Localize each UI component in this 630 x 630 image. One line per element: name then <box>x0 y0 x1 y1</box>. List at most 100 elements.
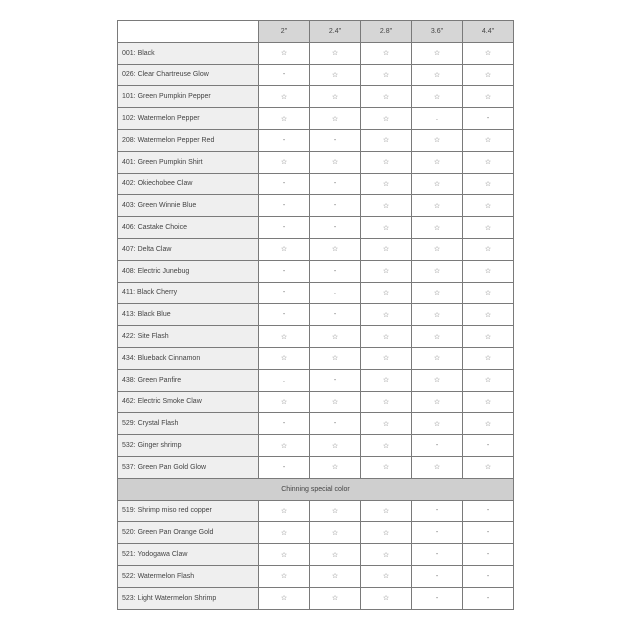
table-row: 462: Electric Smoke Claw ☆ ☆ ☆ ☆ ☆ <box>117 390 514 414</box>
availability-cell: ☆ <box>462 455 514 479</box>
availability-cell: - <box>258 303 310 327</box>
availability-cell: ☆ <box>309 41 361 65</box>
header-size-4-4: 4.4" <box>462 20 514 43</box>
availability-cell: - <box>411 499 463 523</box>
table-row: 407: Delta Claw ☆ ☆ ☆ ☆ ☆ <box>117 237 514 261</box>
color-name-cell: 438: Green Panfire <box>117 368 259 392</box>
availability-cell: ☆ <box>258 150 310 174</box>
availability-cell: ☆ <box>360 172 412 196</box>
table-row: 523: Light Watermelon Shrimp ☆ ☆ ☆ - - <box>117 586 514 610</box>
availability-cell: - <box>411 586 463 610</box>
availability-cell: ☆ <box>411 63 463 87</box>
availability-cell: - <box>462 543 514 566</box>
availability-cell: ☆ <box>258 237 310 261</box>
availability-cell: ☆ <box>309 150 361 174</box>
availability-cell: ☆ <box>360 63 412 87</box>
color-name-cell: 101: Green Pumpkin Pepper <box>117 85 259 109</box>
color-name-cell: 403: Green Winnie Blue <box>117 194 259 218</box>
availability-cell: ☆ <box>360 41 412 65</box>
table-row: 402: Okiechobee Claw - - ☆ ☆ ☆ <box>117 172 514 196</box>
availability-cell: ☆ <box>309 499 361 523</box>
availability-cell: - <box>309 259 361 283</box>
availability-cell: - <box>411 543 463 566</box>
availability-cell: ☆ <box>411 216 463 239</box>
availability-cell: ☆ <box>462 281 514 305</box>
section-title: Chinning special color <box>117 477 514 501</box>
availability-cell: ☆ <box>462 412 514 436</box>
table-row: 522: Watermelon Flash ☆ ☆ ☆ - - <box>117 564 514 588</box>
availability-cell: ☆ <box>309 434 361 457</box>
availability-cell: ☆ <box>462 237 514 261</box>
availability-cell: ☆ <box>462 368 514 392</box>
availability-cell: - <box>258 281 310 305</box>
availability-cell: - <box>411 521 463 545</box>
availability-cell: - <box>462 521 514 545</box>
availability-cell: ☆ <box>462 63 514 87</box>
availability-cell: ☆ <box>258 346 310 370</box>
availability-cell: ☆ <box>360 194 412 218</box>
availability-cell: ☆ <box>411 412 463 436</box>
availability-cell: ☆ <box>462 194 514 218</box>
availability-cell: ☆ <box>360 150 412 174</box>
availability-cell: ☆ <box>360 259 412 283</box>
table-row: 520: Green Pan Orange Gold ☆ ☆ ☆ - - <box>117 521 514 545</box>
availability-cell: ☆ <box>309 390 361 414</box>
availability-cell: ☆ <box>360 281 412 305</box>
availability-cell: ☆ <box>411 455 463 479</box>
availability-cell: . <box>411 107 463 130</box>
color-name-cell: 406: Castake Choice <box>117 216 259 239</box>
availability-cell: ☆ <box>360 346 412 370</box>
availability-cell: ☆ <box>462 128 514 152</box>
availability-cell: ☆ <box>360 128 412 152</box>
table-row: 208: Watermelon Pepper Red - - ☆ ☆ ☆ <box>117 128 514 152</box>
availability-cell: ☆ <box>258 41 310 65</box>
table-row: 438: Green Panfire. - ☆ ☆ ☆ <box>117 368 514 392</box>
color-name-cell: 208: Watermelon Pepper Red <box>117 128 259 152</box>
availability-cell: ☆ <box>411 346 463 370</box>
availability-cell: - <box>462 564 514 588</box>
section-header-row: Chinning special color <box>117 477 514 501</box>
availability-cell: - <box>258 455 310 479</box>
availability-cell: - <box>462 499 514 523</box>
availability-cell: ☆ <box>360 586 412 610</box>
availability-cell: ☆ <box>360 434 412 457</box>
availability-cell: ☆ <box>309 543 361 566</box>
availability-cell: ☆ <box>309 564 361 588</box>
availability-cell: ☆ <box>360 325 412 348</box>
table-row: 408: Electric Junebug - - ☆ ☆ ☆ <box>117 259 514 283</box>
availability-cell: ☆ <box>258 521 310 545</box>
availability-cell: ☆ <box>411 41 463 65</box>
availability-cell: ☆ <box>309 85 361 109</box>
color-name-cell: 402: Okiechobee Claw <box>117 172 259 196</box>
color-name-cell: 522: Watermelon Flash <box>117 564 259 588</box>
color-name-cell: 434: Blueback Cinnamon <box>117 346 259 370</box>
availability-cell: - <box>309 194 361 218</box>
availability-cell: ☆ <box>258 107 310 130</box>
availability-cell: ☆ <box>258 390 310 414</box>
availability-cell: ☆ <box>309 237 361 261</box>
table-row: 401: Green Pumpkin Shirt ☆ ☆ ☆ ☆ ☆ <box>117 150 514 174</box>
availability-cell: ☆ <box>411 150 463 174</box>
availability-cell: ☆ <box>411 259 463 283</box>
color-name-cell: 532: Ginger shrimp <box>117 434 259 457</box>
availability-cell: - <box>411 434 463 457</box>
availability-cell: ☆ <box>462 390 514 414</box>
color-name-cell: 102: Watermelon Pepper <box>117 107 259 130</box>
availability-cell: ☆ <box>360 455 412 479</box>
table-row: 403: Green Winnie Blue - - ☆ ☆ ☆ <box>117 194 514 218</box>
availability-cell: ☆ <box>360 303 412 327</box>
table-row: 529: Crystal Flash - - ☆ ☆ ☆ <box>117 412 514 436</box>
color-name-cell: 401: Green Pumpkin Shirt <box>117 150 259 174</box>
availability-cell: ☆ <box>411 128 463 152</box>
table-row: 521: Yodogawa Claw ☆ ☆ ☆ - - <box>117 543 514 566</box>
availability-cell: - <box>258 172 310 196</box>
header-size-2: 2" <box>258 20 310 43</box>
availability-cell: ☆ <box>360 237 412 261</box>
color-name-cell: 521: Yodogawa Claw <box>117 543 259 566</box>
availability-cell: ☆ <box>309 521 361 545</box>
availability-cell: ☆ <box>258 434 310 457</box>
color-name-cell: 462: Electric Smoke Claw <box>117 390 259 414</box>
availability-cell: ☆ <box>309 346 361 370</box>
color-name-cell: 413: Black Blue <box>117 303 259 327</box>
availability-cell: ☆ <box>462 150 514 174</box>
